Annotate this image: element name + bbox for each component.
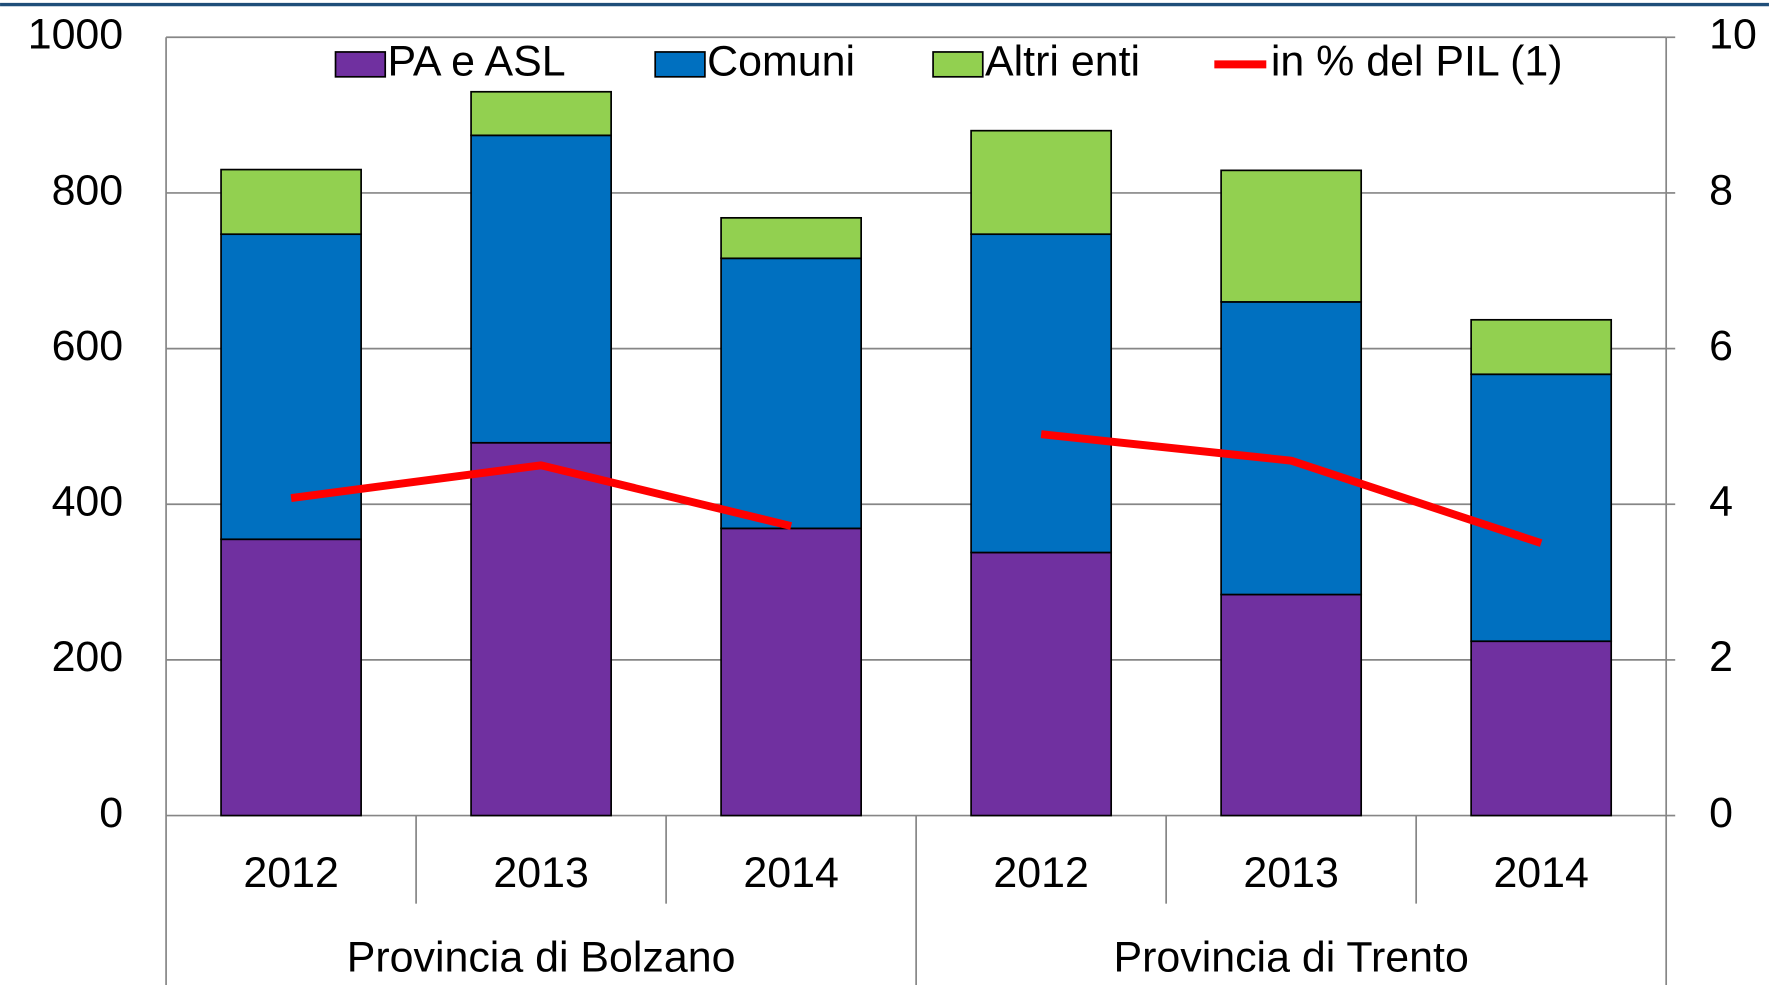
bar-segment <box>1470 318 1613 376</box>
y-tick-label: 0 <box>99 789 123 837</box>
legend-label: Comuni <box>707 38 855 86</box>
bar-segment <box>1220 593 1363 817</box>
bar-segment <box>1470 640 1613 817</box>
bar-segment <box>720 527 863 817</box>
legend-label: PA e ASL <box>387 38 565 86</box>
bar-segment <box>970 129 1113 236</box>
y2-tick-label: 8 <box>1709 166 1733 214</box>
y-tick-label: 1000 <box>28 11 123 59</box>
line-series <box>290 461 793 530</box>
bar-segment <box>470 134 612 444</box>
x-tick-label: 2012 <box>993 849 1088 897</box>
bar-segment <box>970 551 1113 817</box>
y2-tick-label: 0 <box>1709 789 1733 837</box>
bar-segment <box>1220 169 1363 303</box>
legend-label: Altri enti <box>985 38 1140 86</box>
y-tick-label: 400 <box>52 478 124 526</box>
bar-segment <box>470 441 612 817</box>
bar-segment <box>720 216 863 260</box>
bar-segment <box>220 168 362 236</box>
bar-segment <box>470 90 612 137</box>
legend-label: in % del PIL (1) <box>1271 38 1563 86</box>
y2-tick-label: 4 <box>1709 478 1733 526</box>
group-label: Provincia di Bolzano <box>347 933 736 981</box>
bar-segment <box>1470 373 1613 643</box>
bar-segment <box>720 257 863 530</box>
line-series <box>1040 430 1543 547</box>
y-tick-label: 600 <box>52 322 124 370</box>
y2-tick-label: 2 <box>1709 633 1733 681</box>
bar-segment <box>220 538 362 817</box>
x-tick-label: 2014 <box>1493 849 1588 897</box>
bar-segment <box>1220 301 1363 596</box>
legend-swatch <box>654 51 706 78</box>
y2-tick-label: 10 <box>1709 11 1757 59</box>
x-tick-label: 2014 <box>743 849 838 897</box>
y-tick-label: 200 <box>52 633 124 681</box>
y-tick-label: 800 <box>52 166 124 214</box>
y2-tick-label: 6 <box>1709 322 1733 370</box>
x-tick-label: 2013 <box>1243 849 1338 897</box>
legend-swatch <box>334 51 387 78</box>
group-label: Provincia di Trento <box>1113 933 1468 981</box>
legend-swatch <box>932 51 984 78</box>
bar-segment <box>970 233 1113 554</box>
x-tick-label: 2012 <box>243 849 338 897</box>
x-tick-label: 2013 <box>493 849 588 897</box>
